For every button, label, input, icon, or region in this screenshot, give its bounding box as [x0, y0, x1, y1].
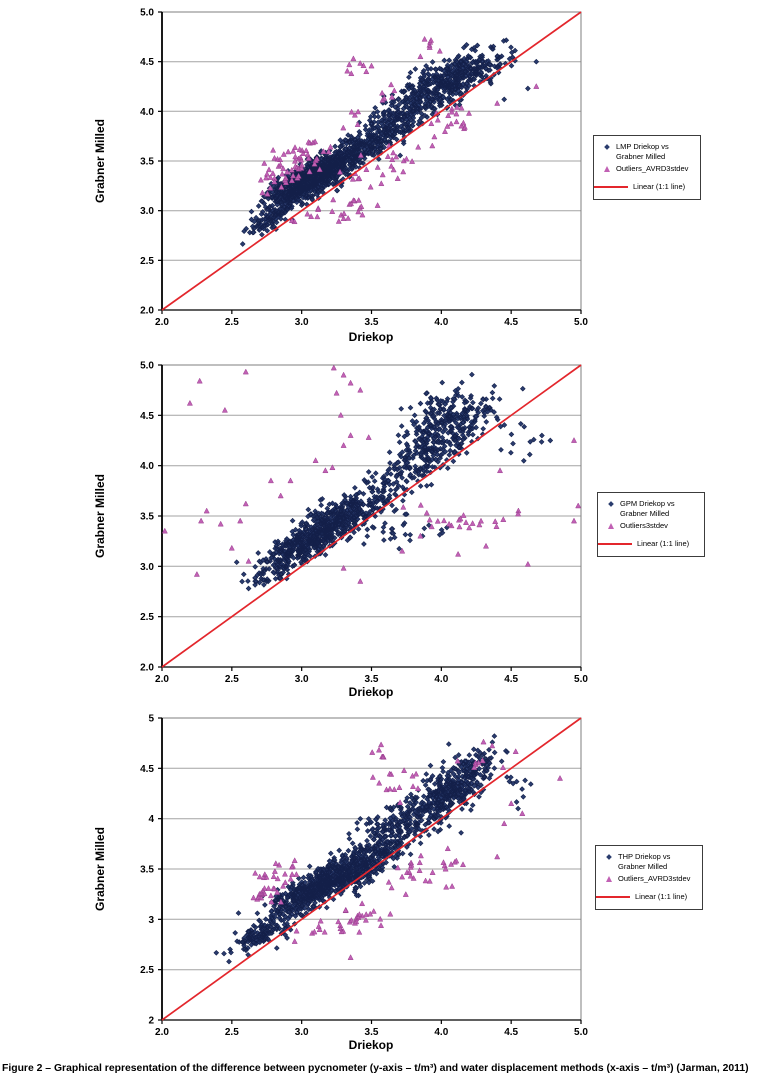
legend-item-outliers: Outliers3stdev [602, 521, 701, 531]
triangle-marker-icon [598, 164, 616, 173]
x-tick-label: 3.0 [295, 674, 309, 685]
y-tick-label: 5 [148, 714, 154, 725]
chart-thp: 2.0 2.5 3.0 3.5 4.0 4.5 5.0 2 2.5 3 3.5 4 4.5 5 Driek… [0, 703, 758, 1060]
y-tick-label: 2.0 [140, 663, 154, 674]
x-tick-label: 4.0 [434, 674, 448, 685]
x-tick-label: 5.0 [574, 674, 588, 685]
y-tick-label: 2.5 [140, 612, 154, 623]
x-tick-label: 4.5 [504, 1027, 518, 1038]
y-tick-label: 3.5 [140, 865, 154, 876]
chart-lmp: 2.0 2.5 3.0 3.5 4.0 4.5 5.0 2.0 2.5 3.0 3.5 4.0 4.5 5… [0, 0, 758, 352]
legend-outliers-label: Outliers_AVRD3stdev [618, 874, 691, 884]
legend-item-outliers: Outliers_AVRD3stdev [598, 164, 697, 174]
x-tick-label: 4.5 [504, 674, 518, 685]
x-tick-label: 3.5 [365, 674, 379, 685]
y-tick-label: 4.5 [140, 764, 154, 775]
series-points [239, 37, 540, 247]
y-tick-label: 4.5 [140, 57, 154, 68]
x-tick-label: 2.5 [225, 317, 239, 328]
identity-line [161, 11, 582, 311]
x-tick-label: 4.0 [434, 1027, 448, 1038]
outlier-points [162, 365, 581, 584]
y-tick-label: 5.0 [140, 361, 154, 372]
y-tick-label: 3.5 [140, 157, 154, 168]
identity-line [161, 364, 582, 668]
triangle-marker-icon [602, 521, 620, 530]
x-axis-label: Driekop [349, 1038, 394, 1052]
series-points [213, 733, 534, 965]
y-tick-label: 2 [148, 1016, 154, 1027]
y-tick-label: 4.5 [140, 411, 154, 422]
outlier-points [257, 35, 540, 225]
legend-series-label: GPM Driekop vs Grabner Milled [620, 499, 675, 519]
y-tick-label: 2.0 [140, 306, 154, 317]
diamond-marker-icon [602, 499, 620, 507]
x-tick-label: 2.0 [155, 1027, 169, 1038]
diamond-marker-icon [600, 852, 618, 860]
y-axis-label: Grabner Milled [93, 827, 107, 911]
x-tick-label: 2.5 [225, 1027, 239, 1038]
y-tick-label: 2.5 [140, 256, 154, 267]
y-tick-label: 4 [148, 814, 154, 825]
x-tick-label: 3.5 [365, 1027, 379, 1038]
line-marker-icon [598, 543, 632, 546]
legend-item-line: Linear (1:1 line) [598, 539, 701, 549]
y-tick-label: 4.0 [140, 107, 154, 118]
x-tick-label: 3.0 [295, 1027, 309, 1038]
legend-item-series: THP Driekop vs Grabner Milled [600, 852, 699, 872]
legend-series-label: THP Driekop vs Grabner Milled [618, 852, 671, 872]
diamond-marker-icon [598, 142, 616, 150]
x-tick-label: 2.0 [155, 317, 169, 328]
x-tick-label: 2.0 [155, 674, 169, 685]
x-tick-label: 3.5 [365, 317, 379, 328]
line-marker-icon [596, 896, 630, 899]
x-tick-label: 5.0 [574, 1027, 588, 1038]
x-tick-label: 2.5 [225, 674, 239, 685]
legend-outliers-label: Outliers_AVRD3stdev [616, 164, 689, 174]
y-tick-label: 3.0 [140, 562, 154, 573]
x-axis-label: Driekop [349, 685, 394, 699]
series-points [233, 371, 554, 592]
outlier-points [250, 738, 564, 960]
chart-gpm: 2.0 2.5 3.0 3.5 4.0 4.5 5.0 2.0 2.5 3.0 3.5 4.0 4.5 5… [0, 352, 758, 703]
identity-line [161, 717, 582, 1021]
x-tick-label: 4.5 [504, 317, 518, 328]
x-axis-label: Driekop [349, 330, 394, 344]
y-tick-label: 3 [148, 915, 154, 926]
line-marker-icon [594, 186, 628, 189]
x-tick-label: 5.0 [574, 317, 588, 328]
legend-series-label: LMP Driekop vs Grabner Milled [616, 142, 669, 162]
legend-item-outliers: Outliers_AVRD3stdev [600, 874, 699, 884]
legend-item-series: GPM Driekop vs Grabner Milled [602, 499, 701, 519]
x-tick-label: 4.0 [434, 317, 448, 328]
scatter-plot-gpm: 2.0 2.5 3.0 3.5 4.0 4.5 5.0 2.0 2.5 3.0 3.5 4.0 4.5 5… [93, 361, 588, 700]
triangle-marker-icon [600, 874, 618, 883]
legend-line-label: Linear (1:1 line) [635, 892, 688, 902]
legend: LMP Driekop vs Grabner Milled Outliers_A… [593, 135, 701, 200]
y-tick-label: 3.0 [140, 206, 154, 217]
y-tick-label: 2.5 [140, 965, 154, 976]
y-tick-label: 3.5 [140, 512, 154, 523]
y-tick-label: 5.0 [140, 8, 154, 19]
legend-line-label: Linear (1:1 line) [633, 182, 686, 192]
legend: THP Driekop vs Grabner Milled Outliers_A… [595, 845, 703, 910]
legend-line-label: Linear (1:1 line) [637, 539, 690, 549]
y-axis-label: Grabner Milled [93, 119, 107, 203]
scatter-plot-lmp: 2.0 2.5 3.0 3.5 4.0 4.5 5.0 2.0 2.5 3.0 3.5 4.0 4.5 5… [93, 8, 588, 345]
legend: GPM Driekop vs Grabner Milled Outliers3s… [597, 492, 705, 557]
legend-item-line: Linear (1:1 line) [594, 182, 697, 192]
y-axis-label: Grabner Milled [93, 474, 107, 558]
legend-item-series: LMP Driekop vs Grabner Milled [598, 142, 697, 162]
figure-caption: Figure 2 – Graphical representation of t… [2, 1063, 749, 1074]
legend-outliers-label: Outliers3stdev [620, 521, 668, 531]
legend-item-line: Linear (1:1 line) [596, 892, 699, 902]
x-tick-label: 3.0 [295, 317, 309, 328]
scatter-plot-thp: 2.0 2.5 3.0 3.5 4.0 4.5 5.0 2 2.5 3 3.5 4 4.5 5 Driek… [93, 714, 588, 1053]
y-tick-label: 4.0 [140, 461, 154, 472]
